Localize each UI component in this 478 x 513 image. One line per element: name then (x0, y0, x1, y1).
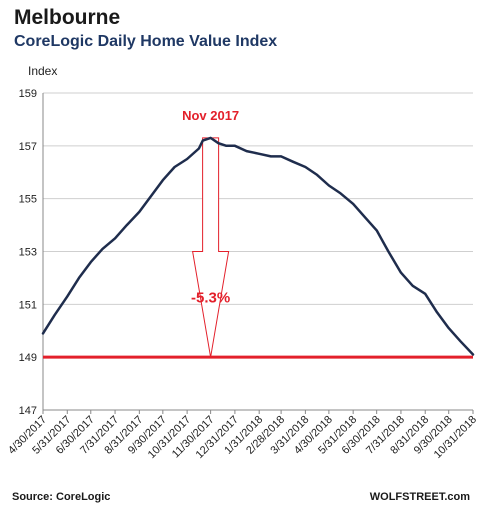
data-point (138, 211, 141, 213)
data-point (472, 353, 474, 356)
data-point (304, 166, 307, 168)
data-point (387, 250, 390, 253)
data-point (352, 203, 355, 205)
data-point (411, 285, 414, 287)
brand-label: WOLFSTREET.com (369, 491, 470, 503)
data-point (234, 145, 236, 147)
data-point (245, 150, 248, 152)
chart-subtitle: CoreLogic Daily Home Value Index (14, 33, 278, 50)
data-point (202, 139, 204, 142)
data-point (447, 327, 450, 329)
y-tick-label: 155 (19, 194, 37, 206)
data-point (424, 293, 427, 295)
data-point (126, 224, 128, 226)
data-point (162, 179, 164, 181)
data-point (316, 174, 318, 176)
data-point (364, 216, 366, 218)
data-point (198, 147, 200, 150)
data-point (78, 277, 80, 279)
data-point (436, 311, 438, 314)
data-point (101, 248, 104, 250)
y-tick-label: 159 (19, 88, 37, 100)
data-point (459, 340, 462, 343)
data-point (328, 184, 330, 187)
data-point (400, 271, 402, 274)
data-point (209, 137, 212, 139)
data-point (42, 332, 44, 335)
data-point (186, 158, 188, 160)
data-point (114, 237, 116, 240)
data-point (225, 145, 228, 147)
data-point (270, 155, 272, 158)
data-point (66, 295, 69, 298)
y-tick-label: 157 (19, 141, 37, 153)
change-label: -5.3% (191, 289, 230, 306)
data-point (292, 160, 294, 163)
y-tick-label: 151 (19, 299, 37, 311)
data-point (280, 155, 282, 158)
data-point (217, 142, 220, 144)
data-point (173, 166, 176, 168)
y-tick-label: 147 (19, 405, 37, 417)
data-point (258, 153, 261, 155)
series-line (41, 136, 475, 356)
data-point (53, 314, 56, 316)
decline-arrow (192, 137, 230, 358)
data-point (90, 261, 92, 263)
source-note: Source: CoreLogic (12, 491, 111, 503)
data-point (150, 195, 152, 197)
y-tick-label: 153 (19, 247, 37, 259)
chart-title: Melbourne (14, 6, 121, 29)
y-tick-label: 149 (19, 352, 37, 364)
data-point (339, 192, 342, 195)
y-axis-label: Index (28, 64, 58, 78)
data-point (375, 229, 378, 232)
peak-label: Nov 2017 (182, 108, 239, 123)
